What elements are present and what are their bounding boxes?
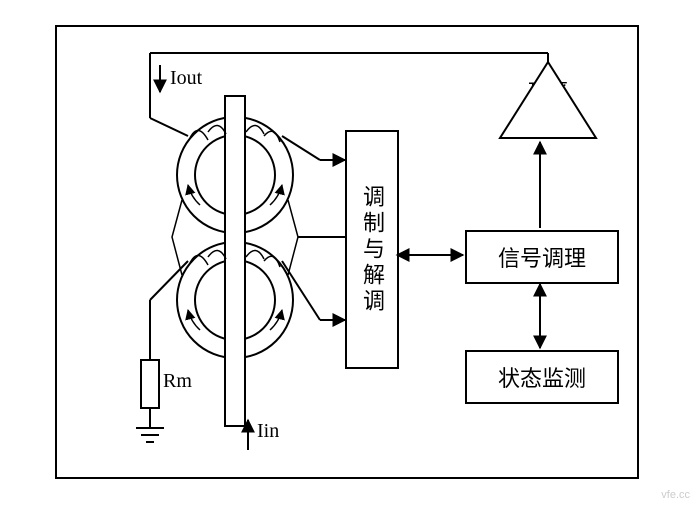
mod-demod-block: 调制与解调 <box>345 130 399 369</box>
mod-demod-label: 调制与解调 <box>356 185 388 315</box>
status-mon-block: 状态监测 <box>465 350 619 404</box>
signal-cond-label: 信号调理 <box>498 241 586 273</box>
power-amp-label: 功率放大 <box>520 80 576 124</box>
signal-cond-block: 信号调理 <box>465 230 619 284</box>
rm-label: Rm <box>163 370 192 393</box>
iout-label: Iout <box>170 67 202 90</box>
watermark: vfe.cc <box>661 489 690 501</box>
status-mon-label: 状态监测 <box>498 361 586 393</box>
iin-label: Iin <box>257 420 279 443</box>
